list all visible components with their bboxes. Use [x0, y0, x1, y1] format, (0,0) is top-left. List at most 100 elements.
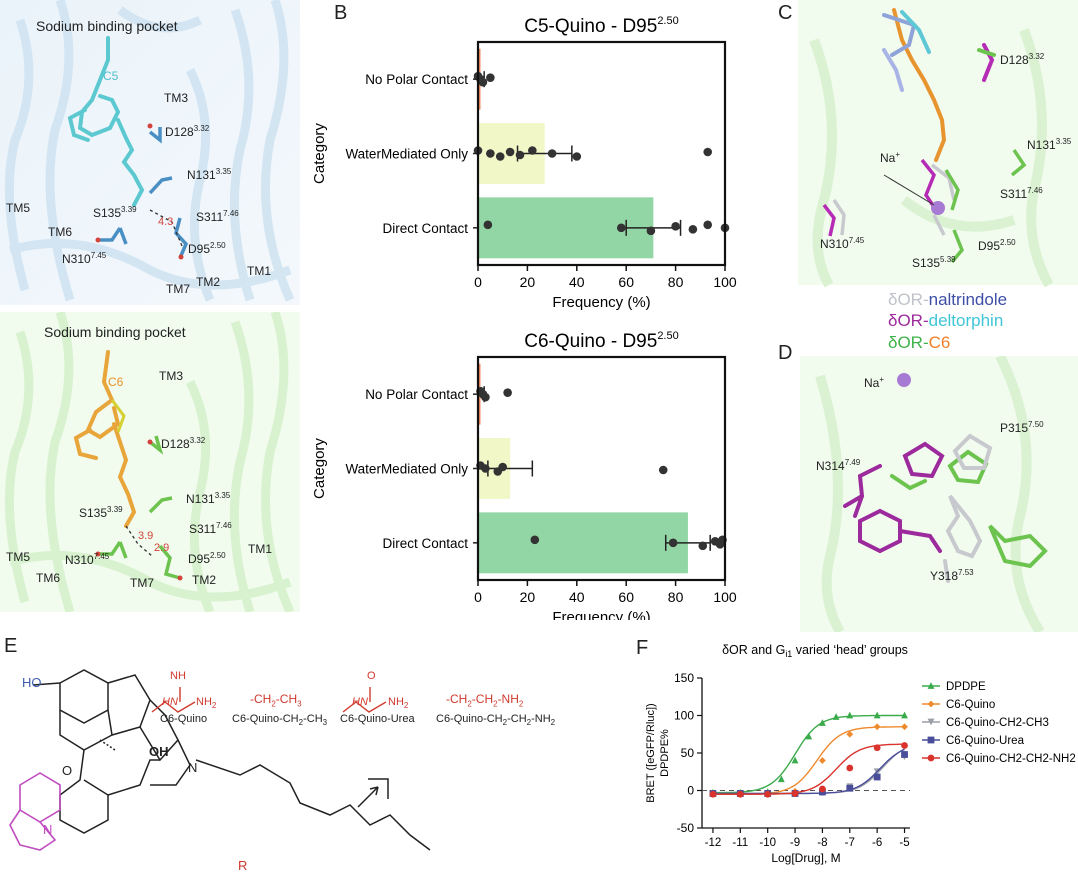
f-point-0-3	[777, 775, 785, 783]
quinoline-ring	[9, 772, 61, 851]
f-legend-marker-1	[927, 700, 935, 708]
panel-a-bottom-tm7: TM7	[130, 576, 154, 590]
panel-d-n314: N3147.49	[816, 458, 861, 473]
panel-e-structure	[9, 669, 431, 851]
panel-c-ligands	[882, 8, 996, 162]
f-xtick-label-5: -7	[845, 837, 855, 849]
panel-a-bottom-s311: S3117.46	[189, 521, 232, 536]
panel-a-bottom-tm6: TM6	[36, 571, 60, 585]
f-point-4-9	[873, 744, 881, 752]
b-bottom-cat-label-0: No Polar Contact	[365, 387, 468, 402]
f-title: δOR and Gi1 varied ‘head’ groups	[722, 643, 908, 659]
legend-naltrindole: δOR-naltrindole	[888, 290, 1008, 309]
b-top-frame	[476, 40, 727, 267]
f-xtick-label-4: -8	[817, 837, 827, 849]
panel-a-bottom-distance-2: 2.9	[154, 542, 170, 554]
c6-ligand	[73, 350, 137, 528]
panel-a-top-s135: S1353.39	[93, 205, 137, 220]
f-point-0-8	[846, 711, 854, 719]
urea-bonds	[342, 687, 387, 713]
b-top-point-2-1	[616, 223, 626, 233]
b-bottom-point-1-1	[481, 464, 490, 473]
b-bottom-point-2-2	[698, 541, 708, 551]
c6-ligand-highlight	[110, 399, 126, 433]
legend-deltorphin: δOR-deltorphin	[888, 311, 1004, 330]
panel-c-d128: D1283.32	[1000, 52, 1045, 67]
f-xtick-label-7: -5	[899, 837, 909, 849]
f-xtick-label-0: -12	[705, 837, 722, 849]
morphinan-core	[32, 669, 431, 851]
f-point-1-10	[901, 723, 908, 731]
f-legend-label-0: DPDPE	[946, 681, 986, 693]
panel-a-bottom-tm2: TM2	[192, 573, 216, 587]
f-ytick-label-4: 150	[674, 671, 694, 685]
panel-b-bottom-chart: C6-Quino - D952.50 No Polar Contact WaterM…	[311, 330, 737, 620]
b-bottom-xtick-label-3: 60	[618, 589, 634, 605]
rgroup-label-c6-quino-aminoethyl: C6-Quino-CH2-CH2-NH2	[436, 713, 556, 728]
f-point-4-4	[791, 790, 799, 797]
panel-d-y318: Y3187.53	[930, 568, 974, 583]
panel-a-bottom-tm3: TM3	[159, 369, 183, 383]
guanidine-nh: NH	[170, 670, 186, 682]
b-top-point-1-3	[505, 147, 515, 157]
panel-a-top-title: Sodium binding pocket	[36, 18, 178, 34]
f-point-0-6	[819, 719, 826, 726]
panel-e-r: R	[238, 858, 248, 873]
panel-a-top-ligand-label: C5	[103, 69, 119, 83]
panel-a-bottom-residues	[100, 435, 181, 580]
panel-a-bottom-red-atoms	[95, 439, 183, 581]
f-xtick-label-1: -11	[732, 837, 748, 849]
b-top-point-1-2	[495, 152, 505, 161]
b-bottom-cat-label-2: Direct Contact	[382, 536, 468, 551]
b-top-cat-label-0: No Polar Contact	[365, 72, 468, 87]
panel-e-o: O	[62, 763, 73, 778]
panel-a-bottom-helices	[4, 312, 295, 612]
f-point-3-10	[901, 751, 908, 758]
b-bottom-title: C6-Quino - D952.50	[524, 330, 678, 352]
panel-a-top-residues	[100, 127, 189, 259]
b-bottom-bar-2	[478, 512, 688, 574]
panel-c-structure	[798, 0, 1078, 288]
aminoethyl-formula: -CH2-CH2-NH2	[446, 692, 524, 709]
panel-a-top-red-atoms	[95, 123, 184, 260]
panel-a-bottom-tm5: TM5	[6, 550, 30, 564]
panel-a-top-tm3: TM3	[164, 91, 188, 105]
panel-e-n-amine: N	[188, 760, 198, 775]
f-point-4-10	[901, 742, 908, 749]
b-top-xlabel: Frequency (%)	[552, 294, 650, 310]
open-arrow	[357, 778, 389, 808]
b-bottom-xtick-label-0: 0	[474, 589, 482, 605]
panel-a-bottom-hbond-line	[125, 525, 153, 557]
b-bottom-ylabel: Category	[311, 438, 328, 499]
b-top-xtick-label-4: 80	[668, 274, 684, 290]
urea-o: O	[367, 670, 376, 682]
panel-a-bottom-s135: S1353.39	[79, 505, 123, 520]
f-xlabel: Log[Drug], M	[771, 851, 840, 865]
f-ytick-label-1: 0	[687, 784, 694, 798]
b-top-xtick-label-1: 20	[520, 274, 536, 290]
panel-d-structure	[800, 356, 1078, 632]
f-legend-label-1: C6-Quino	[946, 699, 995, 711]
b-bottom-point-2-1	[668, 538, 678, 548]
b-top-cat-label-2: Direct Contact	[382, 221, 468, 236]
panel-d-helices	[815, 356, 1045, 632]
panel-a-top-distance: 4.3	[158, 216, 174, 228]
rgroup-label-c6-quino: C6-Quino	[160, 713, 208, 725]
b-bottom-point-0-2	[481, 392, 490, 402]
f-xtick-label-2: -10	[759, 837, 776, 849]
panel-label-b: B	[334, 2, 348, 24]
b-top-xtick-label-2: 40	[569, 274, 585, 290]
f-ylabel-1: BRET ([eGFP/Rluc])	[645, 703, 657, 802]
b-bottom-xlabel: Frequency (%)	[552, 609, 650, 620]
b-top-point-1-6	[547, 149, 557, 158]
panel-a-bottom-ligand-label: C6	[108, 375, 124, 389]
f-legend-marker-4	[927, 754, 935, 762]
f-legend-marker-3	[927, 736, 935, 744]
b-bottom-cat-label-1: WaterMediated Only	[345, 462, 468, 477]
b-bottom-point-1-4	[658, 465, 668, 475]
panel-c-na: Na+	[880, 150, 901, 165]
panel-label-e: E	[4, 635, 18, 657]
b-bottom-title-sup: 2.50	[657, 330, 678, 342]
f-ylabel-2: DPDPE%	[659, 729, 671, 777]
panel-f-chart: δOR and Gi1 varied ‘head’ groups -50 0 50 10…	[645, 643, 1076, 865]
